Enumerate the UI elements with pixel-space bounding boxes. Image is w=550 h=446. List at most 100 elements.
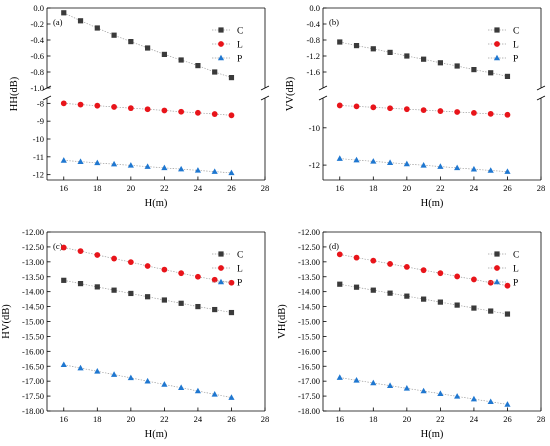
data-point-P bbox=[454, 393, 461, 399]
panel-label: (a) bbox=[53, 17, 63, 27]
data-point-P bbox=[454, 164, 461, 171]
legend-marker-C bbox=[494, 27, 500, 33]
data-point-P bbox=[94, 368, 101, 374]
legend-label-P: P bbox=[513, 55, 518, 65]
legend-label-P: P bbox=[237, 55, 242, 65]
legend-label-C: C bbox=[513, 251, 519, 261]
data-point-L bbox=[370, 104, 377, 111]
data-point-P bbox=[437, 390, 444, 396]
data-point-L bbox=[178, 270, 185, 277]
data-point-C bbox=[178, 57, 184, 63]
data-point-P bbox=[194, 167, 202, 173]
axis-break-mark bbox=[318, 85, 328, 91]
data-point-P bbox=[127, 374, 134, 381]
legend-marker-P bbox=[493, 278, 501, 285]
data-point-C bbox=[94, 25, 100, 31]
legend-label-C: C bbox=[237, 27, 243, 37]
data-point-C bbox=[77, 281, 84, 287]
legend-marker-C bbox=[218, 251, 224, 257]
panel-d: 16 18 20 22 24 26 28 -18.00 -17.50 -17.00 -16.50 -1… bbox=[277, 227, 545, 440]
data-point-C bbox=[128, 290, 134, 297]
data-point-P bbox=[336, 374, 343, 380]
legend-label-C: C bbox=[237, 251, 243, 261]
y-tick-label: -1.6 bbox=[307, 67, 320, 77]
y-tick-label: -17.50 bbox=[22, 391, 44, 401]
data-point-P bbox=[161, 164, 168, 171]
data-point-P bbox=[144, 163, 151, 169]
x-tick-label: 28 bbox=[537, 414, 546, 424]
x-tick-label: 16 bbox=[336, 414, 345, 424]
data-point-P bbox=[504, 168, 511, 174]
data-point-L bbox=[504, 111, 511, 118]
data-point-C bbox=[61, 277, 67, 283]
data-point-C bbox=[471, 305, 477, 311]
data-point-C bbox=[437, 299, 443, 305]
x-tick-label: 22 bbox=[436, 414, 445, 424]
data-point-C bbox=[228, 309, 235, 316]
y-tick-label: -14.50 bbox=[298, 302, 320, 312]
data-point-L bbox=[111, 104, 117, 110]
legend-label-L: L bbox=[237, 265, 243, 275]
data-point-C bbox=[421, 296, 427, 302]
panel-a: 16 18 20 22 24 26 28 -1.0 -0.8 -0.6 -0.4 -0.2 0.0 -12… bbox=[9, 3, 269, 209]
data-point-P bbox=[94, 159, 101, 166]
x-tick-label: 18 bbox=[93, 414, 102, 424]
data-point-P bbox=[470, 165, 478, 172]
x-tick-label: 22 bbox=[160, 414, 169, 424]
legend-marker-C bbox=[494, 251, 500, 257]
y-tick-label: -16.00 bbox=[298, 346, 320, 356]
data-point-L bbox=[420, 267, 427, 274]
legend-label-L: L bbox=[513, 41, 519, 51]
data-point-C bbox=[404, 53, 410, 59]
series-line-C bbox=[63, 279, 232, 313]
data-point-L bbox=[161, 266, 168, 273]
data-point-C bbox=[337, 39, 343, 45]
data-point-C bbox=[195, 63, 201, 69]
y-tick-label: -13.00 bbox=[22, 257, 44, 267]
panel-c: 16 18 20 22 24 26 28 -18.00 -17.50 -17.00 -16.50 -1… bbox=[1, 227, 269, 440]
data-point-C bbox=[421, 56, 427, 62]
data-point-C bbox=[504, 73, 511, 79]
data-point-L bbox=[353, 103, 360, 110]
x-tick-label: 16 bbox=[336, 183, 345, 193]
data-point-C bbox=[353, 284, 360, 290]
y-tick-label: -14.00 bbox=[22, 287, 44, 297]
data-point-L bbox=[437, 108, 444, 114]
x-tick-label: 20 bbox=[403, 183, 412, 193]
data-point-P bbox=[370, 158, 377, 164]
y-tick-label: -0.2 bbox=[31, 19, 44, 29]
legend-label-P: P bbox=[513, 279, 518, 289]
data-point-P bbox=[228, 394, 235, 400]
data-point-L bbox=[144, 263, 151, 269]
data-point-L bbox=[127, 259, 134, 266]
y-tick-label: -9 bbox=[37, 116, 44, 126]
y-axis-title: HH(dB) bbox=[9, 76, 20, 111]
x-tick-label: 24 bbox=[194, 183, 203, 193]
y-axis-title: VV(dB) bbox=[285, 76, 296, 111]
data-point-L bbox=[387, 105, 393, 112]
data-point-L bbox=[195, 273, 201, 280]
x-tick-label: 26 bbox=[227, 183, 236, 193]
data-point-L bbox=[127, 105, 134, 112]
legend-label-L: L bbox=[513, 265, 519, 275]
x-tick-label: 28 bbox=[261, 183, 270, 193]
data-point-L bbox=[403, 264, 410, 270]
data-point-C bbox=[387, 290, 393, 296]
y-tick-label: -12.50 bbox=[22, 242, 44, 252]
y-tick-label: -14.00 bbox=[298, 287, 320, 297]
panel-label: (c) bbox=[53, 241, 63, 251]
x-tick-label: 24 bbox=[194, 414, 203, 424]
y-tick-label: -0.8 bbox=[307, 35, 320, 45]
y-tick-label: 0.0 bbox=[309, 3, 320, 13]
x-tick-label: 16 bbox=[60, 414, 69, 424]
y-tick-label: 0.0 bbox=[33, 3, 44, 13]
y-tick-label: -13.50 bbox=[22, 272, 44, 282]
data-point-C bbox=[161, 297, 167, 303]
y-tick-label: -12.00 bbox=[298, 227, 320, 237]
y-tick-label: -11 bbox=[33, 152, 44, 162]
data-point-C bbox=[471, 67, 477, 73]
y-tick-label: -15.00 bbox=[298, 317, 320, 327]
data-point-C bbox=[195, 303, 201, 310]
data-point-C bbox=[454, 63, 460, 69]
